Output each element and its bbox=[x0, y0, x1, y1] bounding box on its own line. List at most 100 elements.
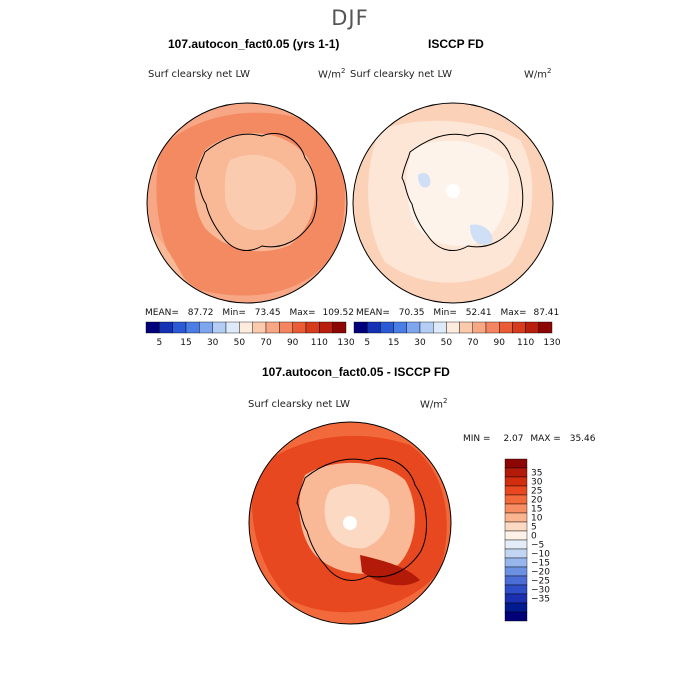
diff-field-dark bbox=[360, 555, 420, 586]
diff-colorbar-swatch bbox=[504, 611, 528, 622]
obs-colorbar-tick-label: 130 bbox=[543, 338, 560, 348]
model-colorbar-tick-label: 90 bbox=[287, 338, 299, 348]
obs-colorbar-tick-label: 5 bbox=[364, 338, 370, 348]
model-colorbar-swatch bbox=[279, 321, 293, 334]
diff-field-plateau bbox=[324, 484, 390, 549]
diff-colorbar-swatch bbox=[504, 467, 528, 478]
model-colorbar-tick-label: 130 bbox=[337, 338, 354, 348]
model-colorbar-swatch bbox=[292, 321, 307, 334]
diff-colorbar-tick-label: −30 bbox=[531, 586, 550, 596]
diff-min-value: 2.07 bbox=[503, 434, 524, 444]
diff-colorbar-tick-label: −5 bbox=[531, 541, 544, 551]
model-map bbox=[146, 102, 348, 304]
obs-colorbar-swatch bbox=[499, 321, 513, 334]
diff-colorbar-swatch bbox=[504, 503, 528, 514]
diff-colorbar-tick-label: 10 bbox=[531, 514, 543, 524]
obs-stats: MEAN= 70.35 Min= 52.41 Max= 87.41 bbox=[356, 308, 559, 318]
diff-colorbar-tick-label: 5 bbox=[531, 523, 537, 533]
diff-units-label: W/m2 bbox=[420, 397, 448, 411]
model-colorbar-swatch bbox=[212, 321, 227, 334]
model-min-label: Min= bbox=[222, 308, 246, 318]
diff-colorbar-swatch bbox=[504, 530, 528, 541]
diff-map bbox=[248, 421, 452, 625]
obs-colorbar-swatch bbox=[512, 321, 526, 334]
diff-colorbar-tick-label: 30 bbox=[531, 478, 543, 488]
figure-title: DJF bbox=[331, 6, 369, 30]
obs-colorbar-tick-label: 50 bbox=[441, 338, 453, 348]
model-colorbar-swatch bbox=[239, 321, 253, 334]
diff-colorbar-swatch bbox=[504, 584, 528, 595]
diff-map-border bbox=[248, 421, 452, 625]
diff-colorbar-tick-label: −15 bbox=[531, 559, 550, 569]
obs-colorbar-swatch bbox=[367, 321, 381, 334]
obs-colorbar-swatch bbox=[393, 321, 408, 334]
model-colorbar-swatch bbox=[305, 321, 320, 334]
diff-colorbar-swatch bbox=[504, 458, 528, 469]
model-colorbar-swatch bbox=[172, 321, 187, 334]
diff-colorbar-swatch bbox=[504, 593, 528, 604]
diff-colorbar-swatch bbox=[504, 557, 528, 568]
obs-field-blue-1 bbox=[418, 173, 431, 188]
diff-panel-title: 107.autocon_fact0.05 - ISCCP FD bbox=[262, 365, 450, 379]
model-mean-label: MEAN= bbox=[145, 308, 179, 318]
obs-colorbar-swatch bbox=[446, 321, 460, 334]
obs-map bbox=[352, 102, 554, 304]
diff-colorbar-tick-label: −35 bbox=[531, 595, 550, 605]
obs-colorbar-swatch bbox=[459, 321, 474, 334]
diff-colorbar-swatch bbox=[504, 521, 528, 532]
model-colorbar-swatch bbox=[332, 321, 347, 334]
obs-colorbar-tick-label: 70 bbox=[467, 338, 479, 348]
obs-colorbar-tick-label: 110 bbox=[517, 338, 534, 348]
obs-colorbar-swatch bbox=[353, 321, 368, 334]
diff-colorbar-swatch bbox=[504, 548, 528, 559]
model-antarctica-coastline bbox=[195, 133, 318, 251]
obs-colorbar-swatch bbox=[538, 321, 553, 334]
obs-variable-label: Surf clearsky net LW bbox=[350, 69, 453, 80]
obs-max-label: Max= bbox=[500, 308, 527, 318]
diff-colorbar-tick-label: 20 bbox=[531, 496, 543, 506]
obs-colorbar-tick-label: 30 bbox=[414, 338, 426, 348]
obs-map-border bbox=[352, 102, 554, 304]
model-colorbar-swatch bbox=[159, 321, 173, 334]
model-colorbar-tick-label: 50 bbox=[234, 338, 246, 348]
obs-mean-label: MEAN= bbox=[356, 308, 390, 318]
obs-colorbar-swatch bbox=[380, 321, 394, 334]
diff-colorbar-tick-label: 15 bbox=[531, 505, 542, 515]
model-colorbar-swatch bbox=[185, 321, 200, 334]
model-panel-title: 107.autocon_fact0.05 (yrs 1-1) bbox=[168, 37, 340, 51]
obs-min-value: 52.41 bbox=[465, 308, 492, 318]
obs-colorbar-swatch bbox=[472, 321, 487, 334]
diff-colorbar-swatch bbox=[504, 575, 528, 586]
diff-colorbar-tick-label: −10 bbox=[531, 550, 550, 560]
obs-units-label: W/m2 bbox=[524, 67, 552, 81]
model-variable-label: Surf clearsky net LW bbox=[148, 69, 251, 80]
model-colorbar-swatch bbox=[252, 321, 267, 334]
diff-colorbar-tick-label: 25 bbox=[531, 487, 542, 497]
model-colorbar-swatch bbox=[145, 321, 160, 334]
diff-colorbar-tick-label: −25 bbox=[531, 577, 550, 587]
obs-panel-title: ISCCP FD bbox=[428, 37, 484, 51]
diff-colorbar-tick-label: −20 bbox=[531, 568, 550, 578]
obs-max-value: 87.41 bbox=[533, 308, 560, 318]
model-mean-value: 87.72 bbox=[187, 308, 214, 318]
model-max-label: Max= bbox=[289, 308, 316, 318]
diff-variable-label: Surf clearsky net LW bbox=[248, 399, 351, 410]
diff-pole-hole bbox=[343, 516, 357, 530]
obs-pole-hole bbox=[446, 184, 460, 198]
model-colorbar-tick-label: 15 bbox=[180, 338, 191, 348]
obs-field-blue-2 bbox=[470, 224, 493, 245]
obs-colorbar-swatch bbox=[433, 321, 447, 334]
model-colorbar-swatch bbox=[199, 321, 213, 334]
model-colorbar-swatch bbox=[319, 321, 333, 334]
model-min-value: 73.45 bbox=[254, 308, 281, 318]
diff-antarctica-coastline bbox=[296, 457, 427, 581]
model-map-border bbox=[146, 102, 348, 304]
model-max-value: 109.52 bbox=[322, 308, 354, 318]
diff-colorbar-swatch bbox=[504, 476, 528, 487]
diff-colorbar-swatch bbox=[504, 566, 528, 577]
obs-colorbar-swatch bbox=[485, 321, 500, 334]
diff-max-label: MAX = bbox=[530, 434, 561, 444]
diff-colorbar-swatch bbox=[504, 539, 528, 550]
obs-mean-value: 70.35 bbox=[398, 308, 425, 318]
